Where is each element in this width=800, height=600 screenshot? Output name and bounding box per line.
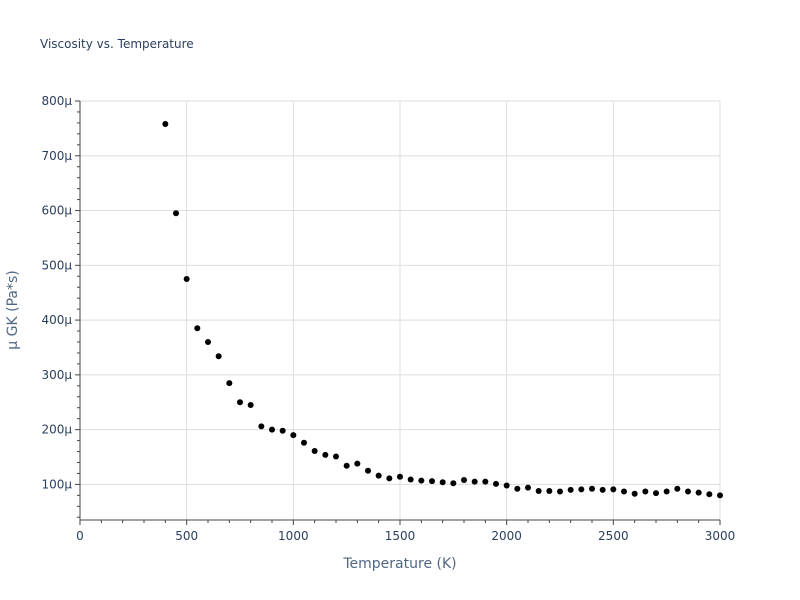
data-point[interactable]: [557, 488, 563, 495]
data-points: [162, 121, 723, 499]
data-point[interactable]: [461, 477, 467, 484]
data-point[interactable]: [290, 432, 297, 439]
x-tick-label: 500: [175, 529, 198, 543]
data-point[interactable]: [631, 490, 638, 497]
data-point[interactable]: [578, 486, 585, 493]
y-tick-label: 100μ: [41, 477, 72, 491]
y-tick-label: 400μ: [41, 313, 72, 327]
data-point[interactable]: [525, 484, 531, 491]
data-point[interactable]: [599, 486, 606, 493]
data-point[interactable]: [269, 426, 275, 433]
data-point[interactable]: [695, 489, 702, 496]
data-point[interactable]: [226, 380, 233, 387]
data-point[interactable]: [279, 427, 286, 434]
data-point[interactable]: [365, 467, 371, 474]
data-point[interactable]: [439, 479, 446, 486]
data-point[interactable]: [706, 491, 713, 498]
data-point[interactable]: [535, 487, 542, 494]
data-point[interactable]: [663, 488, 670, 495]
data-point[interactable]: [450, 480, 457, 487]
x-tick-label: 0: [76, 529, 84, 543]
data-point[interactable]: [429, 478, 435, 485]
data-point[interactable]: [503, 482, 510, 489]
data-point[interactable]: [301, 439, 307, 446]
data-point[interactable]: [610, 486, 617, 493]
x-tick-label: 1000: [278, 529, 309, 543]
data-point[interactable]: [205, 338, 211, 345]
data-point[interactable]: [589, 485, 595, 492]
data-point[interactable]: [482, 478, 489, 485]
data-point[interactable]: [621, 488, 627, 495]
data-point[interactable]: [215, 353, 222, 360]
data-point[interactable]: [717, 492, 723, 499]
data-point[interactable]: [258, 423, 265, 430]
x-tick-label: 2500: [598, 529, 629, 543]
data-point[interactable]: [173, 210, 179, 217]
data-point[interactable]: [375, 472, 382, 479]
y-tick-label: 700μ: [41, 149, 72, 163]
data-point[interactable]: [311, 447, 318, 454]
y-tick-label: 500μ: [41, 258, 72, 272]
tick-labels: 0 500 1000 1500 2000 2500 3000 100μ 200μ 300μ 400μ…: [41, 94, 735, 543]
data-point[interactable]: [194, 325, 201, 332]
x-tick-label: 3000: [705, 529, 736, 543]
data-point[interactable]: [567, 486, 574, 493]
y-tick-label: 600μ: [41, 204, 72, 218]
x-axis-title: Temperature (K): [342, 556, 456, 572]
data-point[interactable]: [674, 485, 681, 492]
data-point[interactable]: [642, 488, 649, 495]
data-point[interactable]: [471, 478, 478, 485]
data-point[interactable]: [333, 453, 339, 460]
chart-title: Viscosity vs. Temperature: [40, 37, 194, 51]
x-tick-label: 2000: [491, 529, 522, 543]
y-tick-label: 200μ: [41, 423, 72, 437]
y-tick-label: 300μ: [41, 368, 72, 382]
data-point[interactable]: [322, 451, 329, 458]
data-point[interactable]: [247, 401, 254, 408]
data-point[interactable]: [237, 399, 243, 406]
data-point[interactable]: [343, 462, 350, 469]
axes: [75, 100, 721, 525]
data-point[interactable]: [418, 477, 425, 484]
data-point[interactable]: [685, 488, 691, 495]
y-axis-title: μ GK (Pa*s): [5, 270, 21, 349]
data-point[interactable]: [493, 480, 499, 487]
data-point[interactable]: [162, 121, 169, 128]
data-point[interactable]: [183, 276, 190, 283]
data-point[interactable]: [514, 485, 521, 492]
data-point[interactable]: [386, 475, 393, 482]
y-tick-label: 800μ: [41, 94, 72, 108]
data-point[interactable]: [407, 476, 414, 483]
data-point[interactable]: [653, 490, 659, 497]
x-tick-label: 1500: [385, 529, 416, 543]
data-point[interactable]: [546, 487, 553, 494]
grid-lines: [80, 100, 721, 520]
data-point[interactable]: [397, 473, 403, 480]
data-point[interactable]: [354, 460, 361, 467]
